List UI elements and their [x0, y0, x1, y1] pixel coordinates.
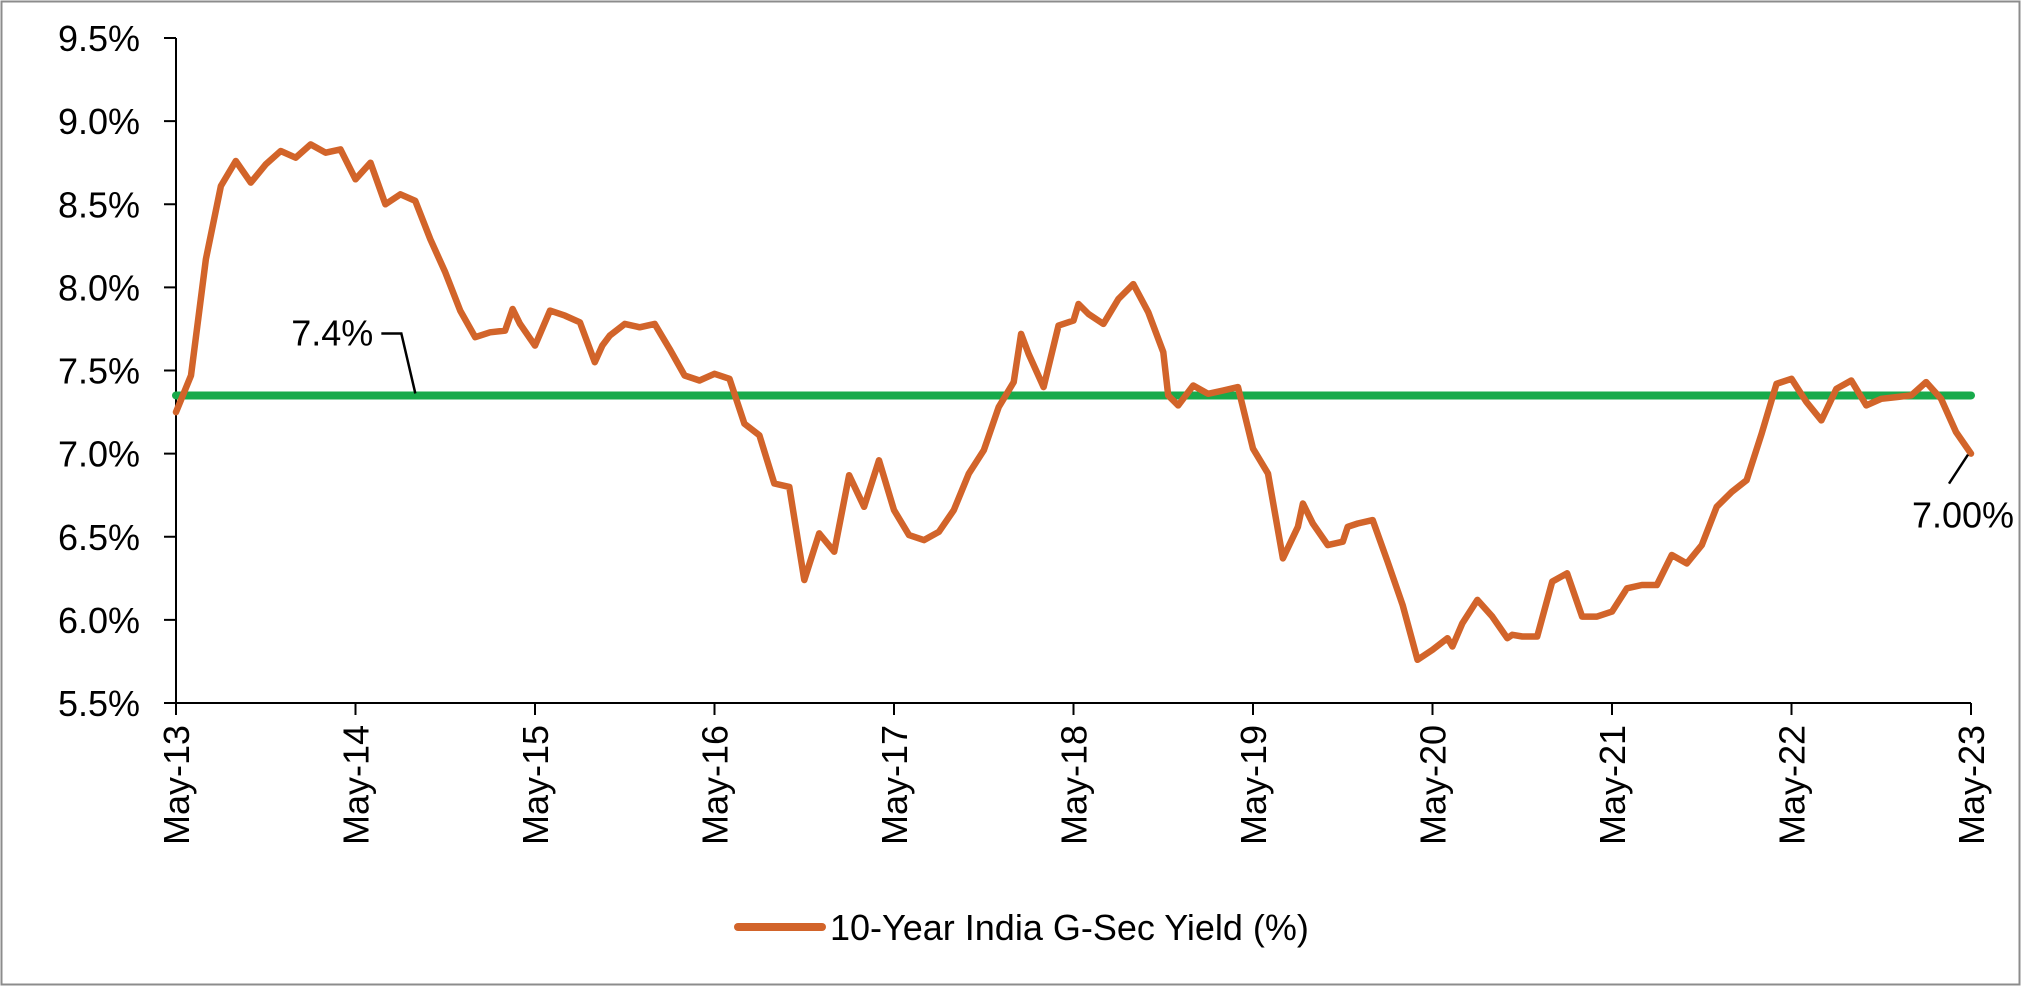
- annotation-latest: 7.00%: [1912, 453, 2014, 536]
- y-axis: 5.5% 6.0% 6.5% 7.0% 7.5% 8.0% 8.5% 9.0% 9.5%: [58, 18, 177, 724]
- y-tick-label: 7.0%: [58, 434, 140, 475]
- x-tick-label: May-16: [695, 725, 736, 845]
- y-tick-label: 8.0%: [58, 267, 140, 308]
- y-tick-label: 6.0%: [58, 600, 140, 641]
- annotation-latest-label: 7.00%: [1912, 495, 2014, 536]
- x-axis: May-13 May-14 May-15 May-16 May-17 May-18 May-…: [156, 702, 1992, 845]
- annotation-latest-leader: [1947, 453, 1970, 485]
- x-tick-label: May-13: [156, 725, 197, 845]
- y-tick-label: 8.5%: [58, 184, 140, 225]
- y-tick-label: 9.0%: [58, 101, 140, 142]
- x-tick-label: May-18: [1054, 725, 1095, 845]
- legend: 10-Year India G-Sec Yield (%): [734, 907, 1309, 948]
- x-tick-label: May-21: [1592, 725, 1633, 845]
- x-tick-label: May-19: [1233, 725, 1274, 845]
- y-tick-label: 7.5%: [58, 351, 140, 392]
- annotation-average-label: 7.4%: [291, 312, 373, 353]
- annotation-average-leader: [381, 332, 417, 394]
- series-line-10y-gsec-yield: [172, 141, 1975, 664]
- y-tick-label: 6.5%: [58, 517, 140, 558]
- x-tick-label: May-14: [336, 725, 377, 845]
- y-tick-label: 5.5%: [58, 683, 140, 724]
- legend-label: 10-Year India G-Sec Yield (%): [830, 907, 1309, 948]
- y-tick-label: 9.5%: [58, 18, 140, 59]
- x-tick-label: May-15: [515, 725, 556, 845]
- annotation-average: 7.4%: [291, 312, 417, 394]
- x-tick-label: May-22: [1772, 725, 1813, 845]
- x-tick-label: May-23: [1951, 725, 1992, 845]
- x-tick-label: May-20: [1413, 725, 1454, 845]
- x-tick-label: May-17: [874, 725, 915, 845]
